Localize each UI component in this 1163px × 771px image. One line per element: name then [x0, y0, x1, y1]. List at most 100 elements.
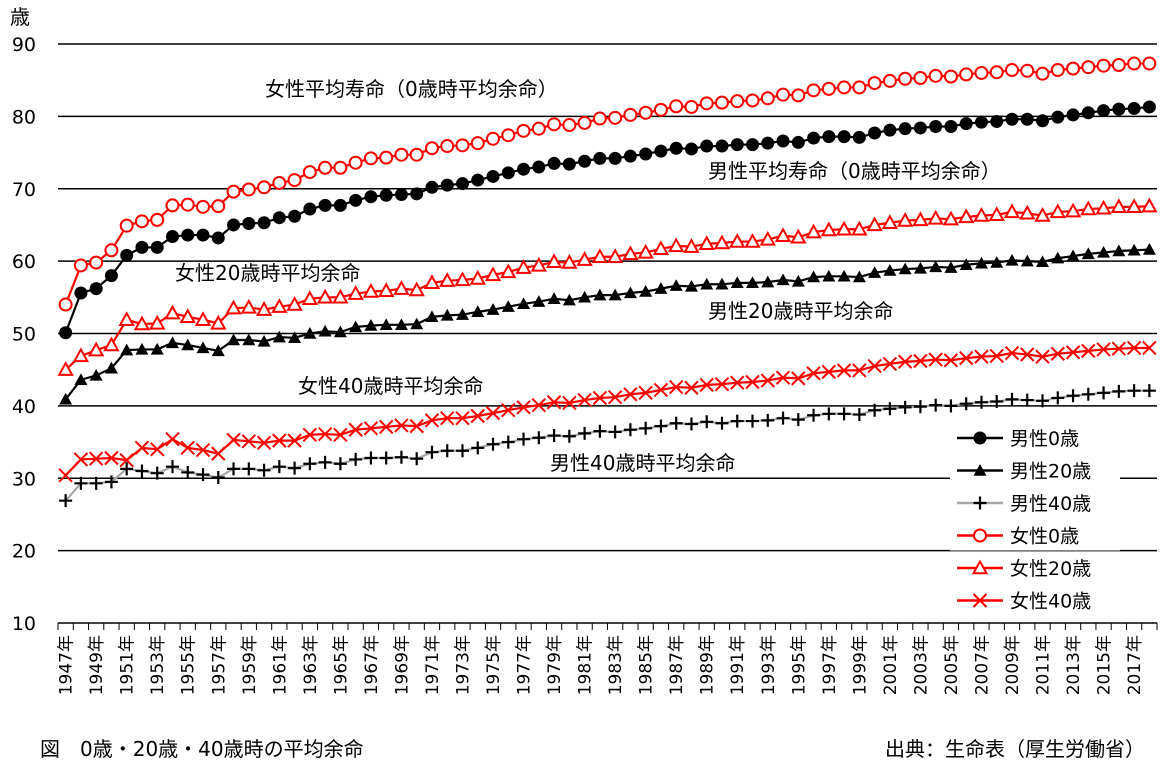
x-tick-label: 1977年: [515, 635, 535, 695]
marker-circle: [165, 230, 179, 244]
marker-triangle-open: [1141, 197, 1158, 213]
marker-plus: [165, 460, 179, 474]
marker-triangle: [973, 464, 987, 476]
marker-triangle-open: [942, 210, 960, 226]
marker-circle: [333, 198, 347, 212]
marker-triangle-open: [57, 361, 74, 376]
annotation-female-20: 女性20歳時平均余命: [175, 261, 360, 285]
marker-triangle: [761, 275, 775, 288]
marker-triangle: [746, 276, 760, 289]
marker-circle-open: [318, 160, 333, 175]
marker-circle: [257, 216, 271, 230]
marker-x: [852, 363, 867, 378]
marker-plus: [455, 444, 469, 458]
marker-circle: [532, 160, 546, 174]
marker-circle: [288, 209, 302, 223]
marker-x: [928, 352, 943, 367]
marker-circle-open: [241, 182, 256, 197]
marker-circle: [303, 202, 317, 216]
marker-plus: [1097, 386, 1111, 400]
marker-x: [440, 410, 455, 426]
marker-x: [684, 380, 699, 395]
annotation-female-40: 女性40歳時平均余命: [298, 374, 483, 398]
marker-circle-open: [394, 147, 409, 162]
marker-triangle: [1051, 251, 1065, 264]
marker-triangle: [791, 274, 805, 287]
marker-plus: [1081, 387, 1095, 401]
marker-triangle: [257, 334, 271, 347]
y-tick-label: 40: [12, 396, 36, 418]
marker-triangle: [669, 279, 683, 291]
marker-x: [394, 418, 409, 433]
marker-circle: [868, 126, 882, 140]
marker-plus: [776, 411, 790, 425]
marker-plus: [333, 457, 347, 471]
marker-triangle: [1081, 247, 1095, 260]
marker-x: [791, 371, 806, 386]
marker-circle-open: [791, 88, 806, 103]
marker-x: [882, 356, 898, 372]
marker-circle-open: [470, 136, 485, 151]
series-5: [58, 340, 1157, 483]
marker-plus: [1005, 392, 1019, 406]
legend-item: 男性40歳: [950, 488, 1120, 518]
marker-circle: [578, 154, 592, 168]
marker-circle-open: [1020, 63, 1035, 78]
marker-triangle: [1142, 243, 1156, 255]
marker-x: [470, 408, 485, 424]
marker-triangle-open: [1049, 203, 1066, 219]
marker-plus: [486, 437, 500, 451]
marker-circle: [394, 188, 408, 202]
marker-x: [1142, 340, 1157, 356]
marker-x: [287, 433, 302, 448]
marker-circle: [929, 120, 943, 134]
marker-triangle: [303, 327, 317, 339]
marker-x: [150, 442, 165, 457]
marker-triangle-open: [393, 280, 410, 295]
marker-triangle-open: [1125, 198, 1143, 214]
y-tick-label: 10: [12, 613, 36, 635]
marker-circle: [1036, 114, 1050, 128]
marker-circle: [425, 180, 439, 194]
marker-triangle-open: [194, 311, 212, 326]
marker-triangle: [455, 308, 469, 320]
legend-item: 女性20歳: [950, 553, 1120, 583]
marker-plus: [1066, 389, 1080, 403]
marker-circle-open: [211, 199, 226, 214]
x-tick-label: 1987年: [667, 635, 687, 695]
marker-x: [531, 397, 547, 413]
marker-circle: [74, 286, 88, 300]
x-tick-label: 2011年: [1034, 635, 1054, 695]
marker-circle: [1097, 104, 1111, 118]
x-tick-label: 1955年: [179, 635, 199, 695]
marker-circle: [761, 136, 775, 150]
marker-triangle: [211, 344, 225, 357]
marker-triangle: [379, 318, 393, 331]
marker-triangle: [394, 318, 408, 331]
marker-circle-open: [776, 87, 791, 102]
marker-plus: [973, 496, 987, 510]
marker-circle: [669, 141, 683, 155]
marker-circle-open: [58, 297, 73, 312]
marker-triangle: [883, 264, 897, 276]
x-tick-label: 1985年: [637, 635, 657, 695]
marker-plus: [1051, 391, 1065, 405]
marker-triangle-open: [667, 237, 685, 253]
marker-triangle-open: [698, 235, 715, 250]
x-tick-label: 2013年: [1064, 635, 1084, 695]
marker-plus: [59, 494, 73, 508]
x-tick-label: 1967年: [362, 635, 382, 695]
marker-triangle-open: [927, 209, 944, 225]
marker-triangle: [944, 261, 958, 273]
marker-triangle: [913, 261, 927, 274]
x-tick-label: 1947年: [57, 635, 77, 695]
marker-triangle-open: [240, 298, 257, 314]
marker-triangle-open: [820, 221, 838, 237]
marker-triangle: [425, 310, 439, 323]
marker-x: [699, 377, 714, 393]
marker-x: [1096, 342, 1111, 357]
marker-circle-open: [89, 255, 104, 270]
marker-circle-open: [150, 212, 165, 227]
marker-x: [73, 452, 89, 467]
marker-plus: [532, 431, 546, 445]
